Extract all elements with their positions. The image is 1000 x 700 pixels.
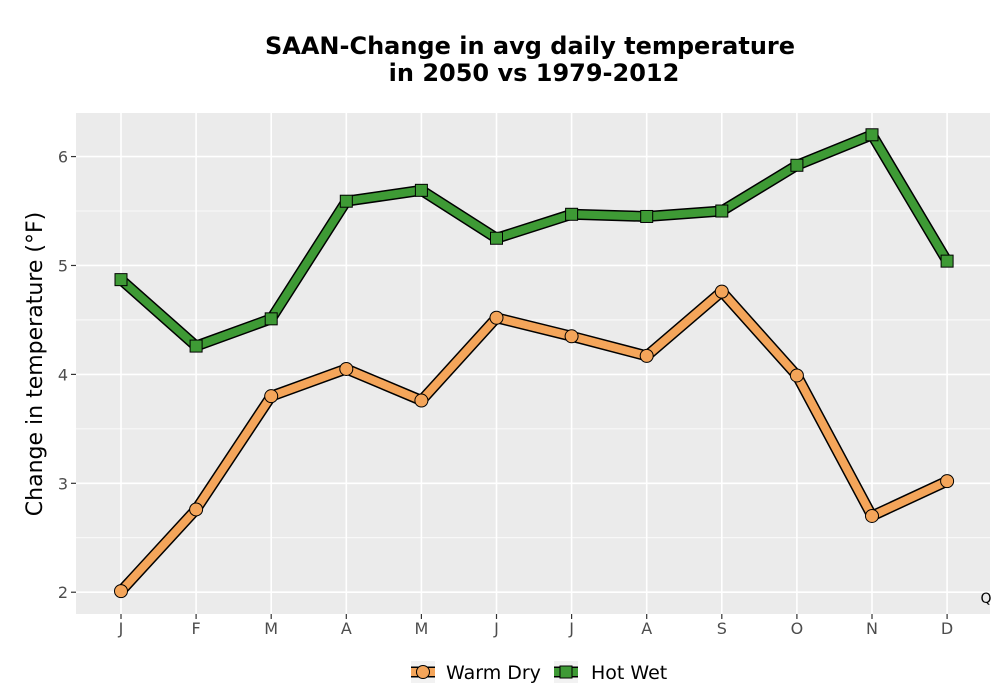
series-line	[117, 130, 952, 351]
x-tick-label: J	[493, 619, 499, 638]
x-tick-label: A	[641, 619, 652, 638]
x-tick-label: N	[866, 619, 878, 638]
chart-title-line-2: in 2050 vs 1979-2012	[389, 59, 680, 87]
data-point	[565, 207, 579, 221]
data-point	[264, 389, 279, 404]
corner-note: Q	[980, 591, 991, 607]
legend-key-marker	[559, 665, 573, 679]
y-axis-label: Change in temperature (°F)	[23, 212, 48, 516]
x-tick-label: O	[791, 619, 804, 638]
data-point	[640, 209, 654, 223]
legend: Warm Dry Hot Wet	[411, 661, 667, 684]
legend-item: Warm Dry	[411, 661, 541, 684]
axes: 2 3 4 5 6 J F M A M J J A S O N D	[58, 148, 953, 638]
data-point	[264, 312, 278, 326]
data-point	[865, 508, 879, 523]
x-tick-label: M	[264, 619, 278, 638]
y-tick-label: 5	[58, 256, 68, 275]
series-line	[117, 287, 952, 596]
legend-key-marker	[416, 665, 430, 679]
data-point	[714, 284, 729, 299]
data-point	[940, 474, 955, 489]
data-point	[189, 339, 203, 353]
data-point	[940, 254, 954, 268]
series-layer	[114, 128, 955, 599]
data-point	[639, 348, 654, 363]
chart-title-line-1: SAAN-Change in avg daily temperature	[265, 32, 795, 60]
data-point	[489, 310, 504, 325]
legend-label: Hot Wet	[591, 662, 667, 684]
data-point	[339, 194, 353, 208]
x-tick-label: J	[118, 619, 124, 638]
data-point	[715, 204, 729, 218]
data-point	[490, 231, 503, 245]
y-tick-label: 6	[58, 148, 68, 167]
x-tick-label: A	[341, 619, 352, 638]
x-tick-label: M	[414, 619, 428, 638]
y-tick-label: 4	[58, 365, 68, 384]
y-tick-label: 2	[58, 583, 68, 602]
data-point	[790, 158, 804, 172]
data-point	[114, 273, 128, 287]
x-tick-label: J	[568, 619, 574, 638]
data-point	[414, 183, 428, 197]
data-point	[564, 329, 579, 344]
x-tick-label: F	[191, 619, 200, 638]
data-point	[789, 368, 804, 383]
series-warm-dry	[114, 284, 955, 599]
data-point	[339, 361, 354, 376]
data-point	[114, 584, 128, 599]
x-tick-label: D	[941, 619, 953, 638]
legend-item: Hot Wet	[554, 661, 667, 684]
plot-panel	[76, 113, 990, 614]
series-hot-wet	[114, 128, 954, 353]
data-point	[865, 128, 879, 142]
y-tick-label: 3	[58, 474, 68, 493]
data-point	[189, 502, 204, 517]
legend-label: Warm Dry	[446, 662, 541, 684]
data-point	[414, 393, 429, 408]
x-tick-label: S	[717, 619, 727, 638]
